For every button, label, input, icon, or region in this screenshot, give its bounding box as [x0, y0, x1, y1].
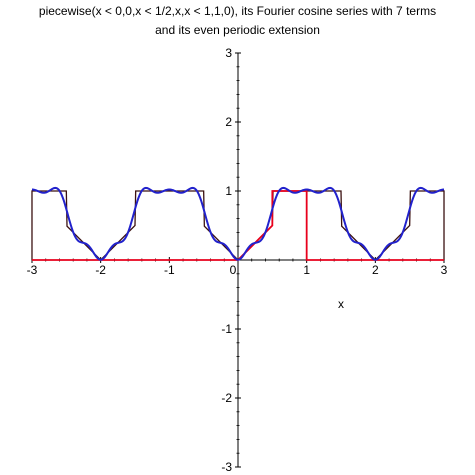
y-tick-label: -3 [221, 460, 232, 474]
y-tick-label: 2 [225, 115, 232, 129]
y-tick-label: -2 [221, 391, 232, 405]
chart-title-line2: and its even periodic extension [155, 23, 320, 37]
curves [31, 186, 445, 261]
x-tick-label: 1 [303, 263, 310, 277]
x-tick-label: 2 [372, 263, 379, 277]
x-tick-label: -3 [27, 263, 38, 277]
x-tick-label: 0 [230, 263, 237, 277]
x-tick-label: -2 [95, 263, 106, 277]
x-tick-label: 3 [441, 263, 448, 277]
tick-labels: -3 -2 -1 0 1 2 3 -3 -2 -1 1 2 3 [27, 46, 448, 474]
chart-title-line1: piecewise(x < 0,0,x < 1/2,x,x < 1,1,0), … [38, 4, 437, 18]
y-tick-label: 3 [225, 46, 232, 60]
y-tick-label: 1 [225, 184, 232, 198]
x-tick-label: -1 [164, 263, 175, 277]
fourier-series-line [31, 186, 445, 261]
x-axis-label: x [338, 297, 344, 311]
y-tick-label: -1 [221, 322, 232, 336]
